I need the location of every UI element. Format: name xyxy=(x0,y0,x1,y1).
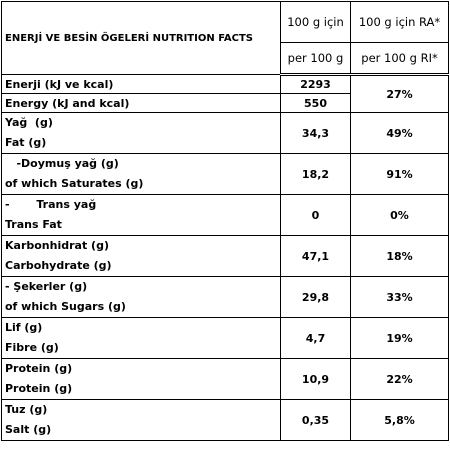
nutrient-label: Tuz (g) xyxy=(5,403,48,416)
ri-value: 5,8% xyxy=(350,399,449,441)
nutrient-label: Yağ (g) xyxy=(5,116,53,129)
ri-value: 27% xyxy=(350,74,449,113)
nutrient-label: Fibre (g) xyxy=(5,341,59,354)
nutrient-label: Energy (kJ and kcal) xyxy=(1,93,281,113)
nutrient-label-cell: Karbonhidrat (g) Carbohydrate (g) xyxy=(1,235,281,277)
table-row: -Doymuş yağ (g) of which Saturates (g) 18,… xyxy=(1,153,449,195)
per-100g-value: 0,35 xyxy=(280,399,351,441)
nutrient-label: Fat (g) xyxy=(5,136,47,149)
nutrient-label: Trans Fat xyxy=(5,218,62,231)
ri-value: 0% xyxy=(350,194,449,236)
ri-value: 49% xyxy=(350,112,449,154)
column-header: 100 g için xyxy=(280,1,351,43)
per-100g-value: 29,8 xyxy=(280,276,351,318)
nutrient-label: of which Sugars (g) xyxy=(5,300,126,313)
per-100g-value: 34,3 xyxy=(280,112,351,154)
nutrient-label: - Şekerler (g) xyxy=(5,280,88,293)
table-title: ENERJİ VE BESİN ÖGELERİ NUTRITION FACTS xyxy=(1,1,281,75)
column-header: per 100 g xyxy=(280,42,351,76)
nutrient-label-cell: - Trans yağ Trans Fat xyxy=(1,194,281,236)
table-row: Yağ (g) Fat (g) 34,3 49% xyxy=(1,112,449,154)
nutrient-label-cell: Protein (g) Protein (g) xyxy=(1,358,281,400)
per-100g-value: 550 xyxy=(280,93,351,113)
nutrient-label: of which Saturates (g) xyxy=(5,177,144,190)
nutrient-label: Protein (g) xyxy=(5,382,73,395)
ri-value: 22% xyxy=(350,358,449,400)
per-100g-value: 2293 xyxy=(280,74,351,94)
table-body: Enerji (kJ ve kcal) 2293 27% Energy (kJ and… xyxy=(1,74,449,441)
table-row: Enerji (kJ ve kcal) 2293 27% xyxy=(1,74,449,113)
per-100g-value: 47,1 xyxy=(280,235,351,277)
table-row: - Şekerler (g) of which Sugars (g) 29,8 33% xyxy=(1,276,449,318)
table-row: Lif (g) Fibre (g) 4,7 19% xyxy=(1,317,449,359)
per-100g-value: 10,9 xyxy=(280,358,351,400)
nutrient-label: - Trans yağ xyxy=(5,198,97,211)
ri-value: 91% xyxy=(350,153,449,195)
table-row: Tuz (g) Salt (g) 0,35 5,8% xyxy=(1,399,449,441)
per-100g-value: 0 xyxy=(280,194,351,236)
nutrient-label: Protein (g) xyxy=(5,362,73,375)
nutrient-label-cell: Lif (g) Fibre (g) xyxy=(1,317,281,359)
nutrient-label-cell: -Doymuş yağ (g) of which Saturates (g) xyxy=(1,153,281,195)
ri-value: 18% xyxy=(350,235,449,277)
nutrient-label: Lif (g) xyxy=(5,321,43,334)
per-100g-value: 4,7 xyxy=(280,317,351,359)
ri-value: 19% xyxy=(350,317,449,359)
table-row: Energy (kJ and kcal) 550 xyxy=(1,93,449,113)
per-100g-value: 18,2 xyxy=(280,153,351,195)
nutrient-label-cell: Yağ (g) Fat (g) xyxy=(1,112,281,154)
nutrient-label: Carbohydrate (g) xyxy=(5,259,112,272)
table-row: Protein (g) Protein (g) 10,9 22% xyxy=(1,358,449,400)
nutrient-label: Salt (g) xyxy=(5,423,52,436)
nutrition-table: ENERJİ VE BESİN ÖGELERİ NUTRITION FACTS … xyxy=(1,1,449,441)
table-row: Karbonhidrat (g) Carbohydrate (g) 47,1 18% xyxy=(1,235,449,277)
nutrient-label: Enerji (kJ ve kcal) xyxy=(1,74,281,94)
nutrient-label: -Doymuş yağ (g) xyxy=(5,157,119,170)
table-row: - Trans yağ Trans Fat 0 0% xyxy=(1,194,449,236)
column-header: per 100 g RI* xyxy=(350,42,449,76)
ri-value: 33% xyxy=(350,276,449,318)
nutrient-label-cell: - Şekerler (g) of which Sugars (g) xyxy=(1,276,281,318)
column-header: 100 g için RA* xyxy=(350,1,449,43)
nutrient-label-cell: Tuz (g) Salt (g) xyxy=(1,399,281,441)
nutrient-label: Karbonhidrat (g) xyxy=(5,239,109,252)
